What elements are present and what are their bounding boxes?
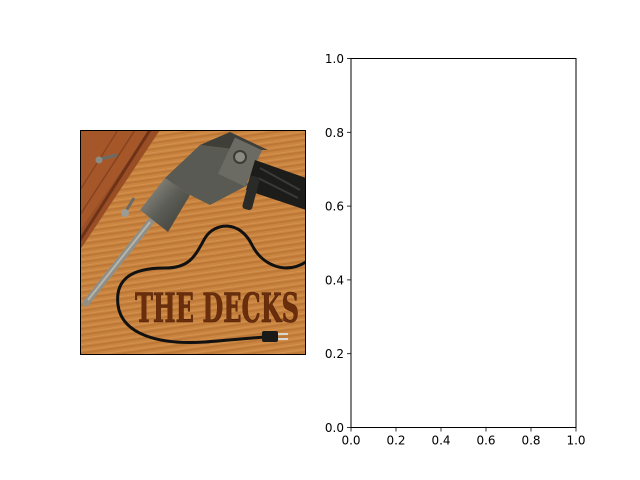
plug-icon [262, 331, 288, 342]
y-tick-label: 0.2 [325, 347, 344, 361]
y-tick-label: 0.4 [325, 273, 344, 287]
plot-area [350, 58, 577, 428]
x-axis: 0.0 0.2 0.4 0.6 0.8 1.0 [341, 427, 586, 448]
x-tick-label: 0.4 [431, 434, 450, 448]
x-tick-label: 0.2 [386, 434, 405, 448]
album-cover-image: THE DECKS [80, 130, 306, 355]
logo-text: THE DECKS [135, 285, 299, 332]
drill-icon [140, 132, 306, 232]
x-tick-label: 0.6 [476, 434, 495, 448]
y-tick-label: 1.0 [325, 52, 344, 66]
x-tick-label: 0.0 [341, 434, 360, 448]
screw-icon [121, 197, 136, 217]
y-tick-label: 0.8 [325, 126, 344, 140]
y-tick-label: 0.6 [325, 200, 344, 214]
axes: 0.0 0.2 0.4 0.6 0.8 1.0 0.0 0.2 0.4 0.6 0.8 1.0 [325, 52, 586, 448]
screw-icon [95, 153, 118, 164]
x-tick-label: 0.8 [521, 434, 540, 448]
power-cord [116, 224, 306, 344]
x-tick-label: 1.0 [566, 434, 585, 448]
image-border [80, 130, 306, 355]
y-axis: 0.0 0.2 0.4 0.6 0.8 1.0 [325, 52, 351, 435]
y-tick-label: 0.0 [325, 421, 344, 435]
